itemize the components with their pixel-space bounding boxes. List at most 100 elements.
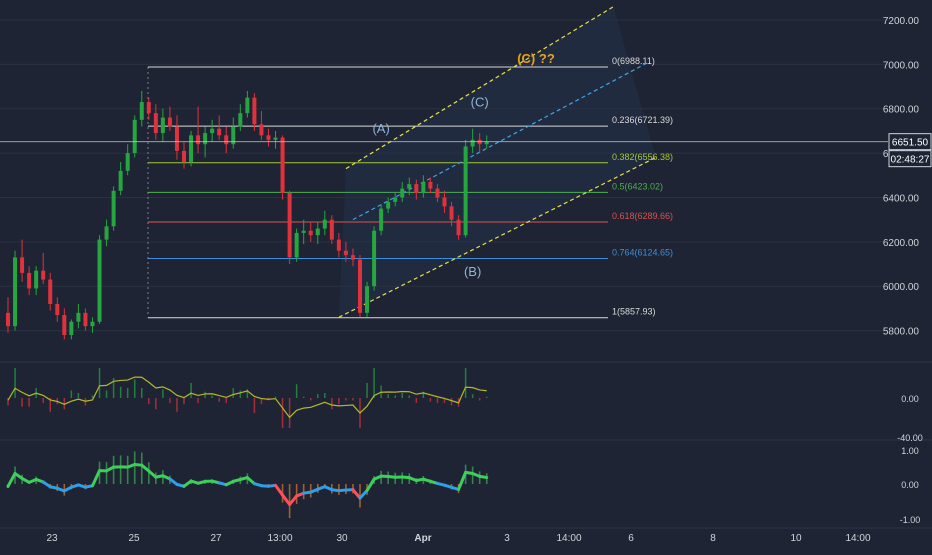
- candle-body-1: [13, 257, 17, 326]
- candle-body-25: [182, 151, 186, 162]
- candle-body-20: [147, 102, 151, 113]
- candle-body-44: [316, 229, 320, 236]
- fib-level-label-1: 0.236(6721.39): [612, 115, 673, 125]
- candle-body-54: [386, 202, 390, 209]
- candle-body-46: [330, 220, 334, 240]
- candle-body-52: [372, 231, 376, 286]
- candle-body-68: [485, 142, 489, 144]
- candle-body-14: [105, 226, 109, 239]
- candle-body-5: [41, 271, 45, 280]
- candle-body-8: [62, 315, 66, 335]
- candle-body-53: [379, 209, 383, 231]
- candle-body-48: [344, 251, 348, 255]
- candle-body-31: [224, 135, 228, 144]
- candle-body-27: [196, 135, 200, 144]
- candle-body-36: [259, 124, 263, 135]
- candle-body-51: [365, 286, 369, 313]
- candle-body-18: [133, 120, 137, 153]
- candle-body-12: [90, 322, 94, 326]
- momentum-tick-1: 0.00: [901, 480, 919, 490]
- candle-body-41: [295, 233, 299, 257]
- price-tick-label-1: 6000.00: [883, 282, 920, 293]
- candle-body-38: [274, 138, 278, 140]
- candle-body-55: [393, 197, 397, 201]
- candle-body-17: [126, 153, 130, 171]
- fib-level-label-5: 0.764(6124.65): [612, 248, 673, 258]
- price-tick-label-6: 7000.00: [883, 60, 920, 71]
- candle-body-34: [245, 98, 249, 114]
- candle-body-65: [464, 146, 468, 235]
- price-tick-label-0: 5800.00: [883, 327, 920, 338]
- wave-label-2: (C): [471, 95, 489, 110]
- candle-body-63: [450, 206, 454, 219]
- candle-body-19: [140, 102, 144, 120]
- time-axis-label-11: 14:00: [845, 533, 870, 544]
- momentum-line-seg-68: [480, 476, 487, 477]
- candle-body-61: [435, 189, 439, 198]
- candle-body-50: [358, 260, 362, 313]
- time-axis-label-0: 23: [46, 533, 58, 544]
- candle-body-13: [98, 240, 102, 322]
- wave-label-0: (A): [372, 121, 389, 136]
- time-axis-label-8: 6: [628, 533, 634, 544]
- candle-body-0: [6, 313, 10, 326]
- candle-body-22: [161, 118, 165, 134]
- candle-body-57: [407, 184, 411, 188]
- candle-body-43: [309, 231, 313, 235]
- fib-level-label-4: 0.618(6289.66): [612, 211, 673, 221]
- time-axis-label-10: 10: [790, 533, 802, 544]
- candle-body-62: [442, 197, 446, 206]
- candle-body-6: [48, 280, 52, 304]
- fib-level-label-2: 0.382(6556.38): [612, 152, 673, 162]
- time-axis-label-5: Apr: [414, 533, 431, 544]
- candle-body-3: [27, 273, 31, 289]
- candle-body-56: [400, 189, 404, 198]
- time-axis-label-9: 8: [710, 533, 716, 544]
- last-price-tag: 6651.50: [892, 138, 929, 149]
- time-axis-label-3: 13:00: [267, 533, 292, 544]
- price-tick-label-3: 6400.00: [883, 193, 920, 204]
- time-axis-label-6: 3: [504, 533, 510, 544]
- candle-body-35: [252, 98, 256, 125]
- price-tick-label-2: 6200.00: [883, 238, 920, 249]
- candle-body-11: [83, 313, 87, 326]
- price-tick-label-7: 7200.00: [883, 16, 920, 27]
- candle-body-40: [288, 193, 292, 257]
- candle-body-59: [421, 182, 425, 193]
- candle-body-21: [154, 113, 158, 133]
- candle-body-24: [175, 126, 179, 150]
- time-axis-label-1: 25: [128, 533, 140, 544]
- candle-body-30: [217, 129, 221, 136]
- candle-body-49: [351, 255, 355, 259]
- candle-body-33: [238, 113, 242, 126]
- candle-body-23: [168, 118, 172, 127]
- candle-body-37: [266, 135, 270, 139]
- wave-label-1: (B): [464, 264, 481, 279]
- time-axis-label-4: 30: [336, 533, 348, 544]
- candle-body-26: [189, 135, 193, 162]
- fib-level-label-6: 1(5857.93): [612, 307, 656, 317]
- candle-body-16: [119, 171, 123, 191]
- candle-body-28: [203, 133, 207, 144]
- candle-body-45: [323, 220, 327, 229]
- fib-level-label-0: 0(6988.11): [612, 56, 655, 66]
- countdown-tag: 02:48:27: [891, 155, 930, 166]
- candle-body-10: [76, 313, 80, 322]
- price-tick-label-5: 6800.00: [883, 105, 920, 116]
- candle-body-47: [337, 240, 341, 251]
- candle-body-29: [210, 129, 214, 133]
- time-axis-label-7: 14:00: [556, 533, 581, 544]
- candle-body-60: [428, 182, 432, 189]
- volume-tick-0: 0.00: [901, 394, 919, 404]
- candle-body-39: [281, 138, 285, 193]
- volume-tick-1: -40.00: [897, 433, 923, 443]
- candle-body-4: [34, 271, 38, 289]
- candle-body-9: [69, 322, 73, 335]
- candle-body-15: [112, 191, 116, 226]
- candle-body-42: [302, 231, 306, 233]
- fib-level-label-3: 0.5(6423.02): [612, 181, 663, 191]
- candle-body-66: [471, 140, 475, 147]
- candle-body-58: [414, 184, 418, 193]
